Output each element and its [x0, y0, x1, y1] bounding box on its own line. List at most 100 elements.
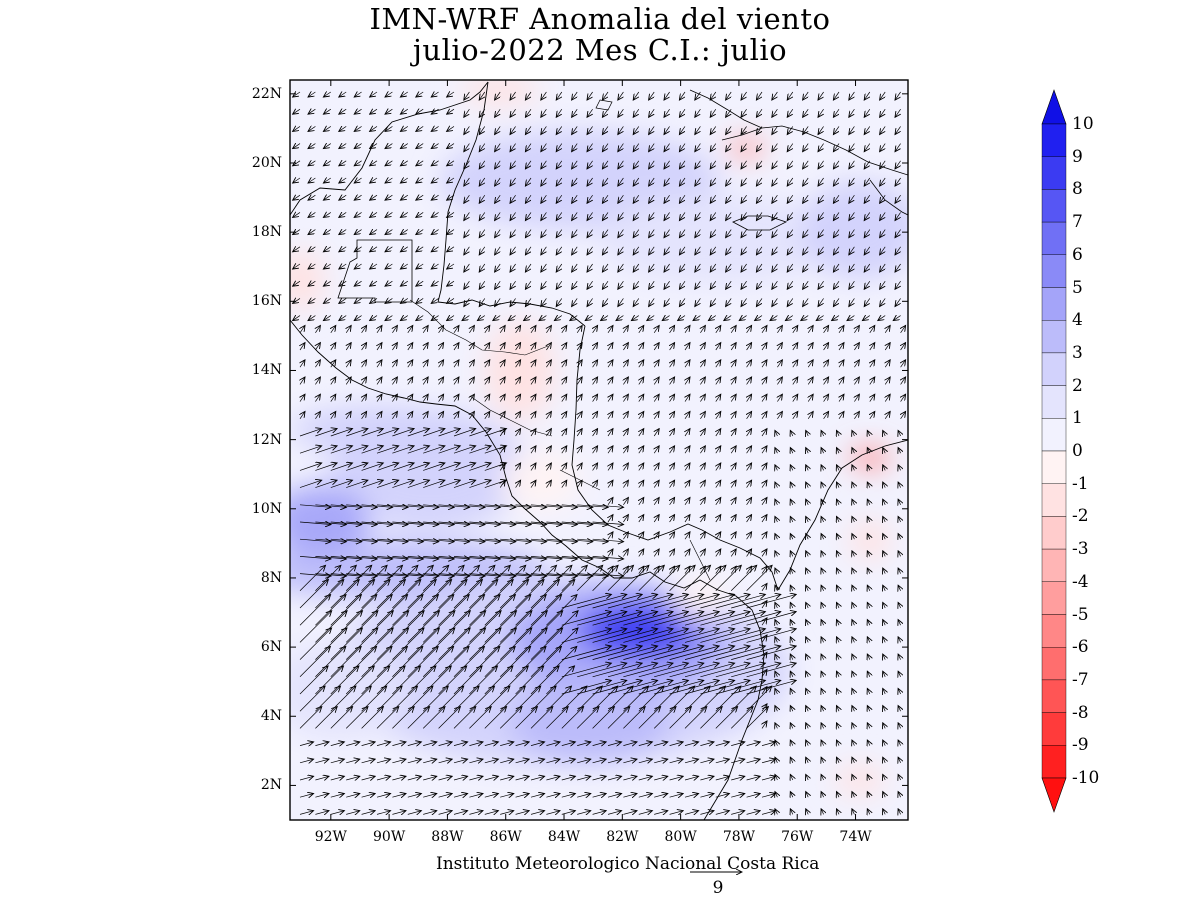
wind-vector	[541, 212, 547, 220]
wind-vector	[756, 298, 763, 306]
wind-vector	[787, 195, 794, 203]
colorbar-segment	[1041, 189, 1067, 223]
wind-vector	[747, 325, 752, 333]
colorbar-segment	[1041, 352, 1067, 386]
wind-vector	[308, 212, 316, 217]
colorbar-segment	[1041, 385, 1067, 419]
wind-vector	[649, 246, 655, 255]
wind-vector	[531, 343, 536, 351]
wind-vector	[562, 343, 567, 351]
title-line-1: IMN-WRF Anomalia del viento	[369, 2, 831, 36]
wind-vector	[716, 325, 721, 333]
wind-vector	[772, 160, 778, 169]
wind-vector	[572, 160, 578, 169]
wind-vector	[308, 161, 316, 166]
wind-vector	[464, 143, 470, 152]
wind-vector	[447, 298, 455, 303]
wind-vector	[524, 316, 532, 321]
wind-vectors	[293, 92, 906, 814]
wind-vector	[370, 264, 378, 269]
lon-tick-label: 92W	[314, 829, 347, 845]
wind-vector	[710, 160, 717, 169]
wind-vector	[585, 316, 593, 321]
wind-vector	[710, 109, 717, 117]
wind-vector	[541, 281, 547, 289]
wind-vector	[572, 246, 578, 255]
wind-vector	[370, 126, 378, 131]
wind-vector	[710, 298, 717, 306]
lon-tick-label: 74W	[839, 829, 872, 845]
wind-vector	[439, 394, 444, 402]
wind-vector	[880, 212, 886, 220]
wind-vector	[864, 298, 871, 306]
wind-vector	[787, 126, 794, 134]
wind-vector	[370, 212, 378, 217]
wind-vector	[777, 343, 782, 351]
wind-vector	[541, 246, 547, 255]
anomaly-blob	[500, 450, 580, 510]
wind-vector	[803, 109, 809, 117]
wind-vector	[756, 91, 763, 100]
wind-vector	[495, 160, 501, 169]
wind-vector	[323, 161, 331, 166]
wind-vector	[695, 195, 701, 203]
wind-vector	[870, 377, 875, 385]
wind-vector	[633, 281, 640, 289]
wind-vector	[431, 178, 439, 183]
wind-vector	[546, 343, 551, 351]
wind-vector	[516, 394, 521, 402]
wind-vector	[679, 229, 686, 238]
wind-vector	[556, 177, 563, 186]
wind-vector	[531, 377, 536, 385]
wind-vector	[416, 92, 424, 97]
wind-vector	[756, 195, 763, 203]
wind-vector	[695, 109, 701, 117]
wind-vector	[408, 325, 413, 333]
wind-vector	[818, 91, 824, 100]
wind-vector	[618, 212, 624, 220]
wind-vector	[495, 91, 501, 100]
wind-vector	[895, 143, 901, 152]
wind-vector	[808, 360, 813, 368]
wind-vector	[447, 109, 455, 114]
wind-vector	[726, 263, 732, 272]
wind-vector	[323, 316, 331, 321]
wind-vector	[323, 212, 331, 217]
wind-vector	[431, 298, 439, 303]
wind-vector	[726, 229, 732, 238]
wind-vector	[362, 343, 367, 351]
wind-vector	[679, 109, 686, 117]
wind-vector	[731, 360, 736, 368]
wind-vector	[901, 377, 906, 385]
wind-vector	[739, 316, 747, 321]
wind-vector	[293, 247, 301, 252]
wind-vector	[864, 160, 871, 169]
wind-vector	[639, 343, 644, 351]
wind-vector	[577, 360, 582, 368]
wind-vector	[408, 343, 413, 351]
wind-vector	[618, 298, 624, 306]
wind-vector	[546, 394, 551, 402]
wind-vector	[400, 161, 408, 166]
wind-vector	[454, 360, 459, 368]
wind-vector	[670, 360, 675, 368]
wind-vector	[679, 195, 686, 203]
wind-vector	[510, 160, 516, 169]
colorbar-segment	[1041, 221, 1067, 256]
wind-vector	[664, 263, 670, 272]
wind-vector	[824, 325, 829, 333]
wind-vector	[323, 178, 331, 183]
wind-vector	[824, 343, 829, 351]
wind-vector	[495, 109, 501, 117]
wind-vector	[710, 143, 717, 152]
wind-vector	[354, 298, 362, 303]
wind-vector	[880, 195, 886, 203]
wind-vector	[649, 195, 655, 203]
wind-vector	[864, 212, 871, 220]
colorbar-segment	[1041, 647, 1067, 681]
wind-vector	[731, 325, 736, 333]
wind-vector	[323, 92, 331, 97]
wind-vector	[525, 143, 532, 152]
colorbar-label: 8	[1072, 179, 1083, 200]
wind-vector	[431, 281, 439, 286]
